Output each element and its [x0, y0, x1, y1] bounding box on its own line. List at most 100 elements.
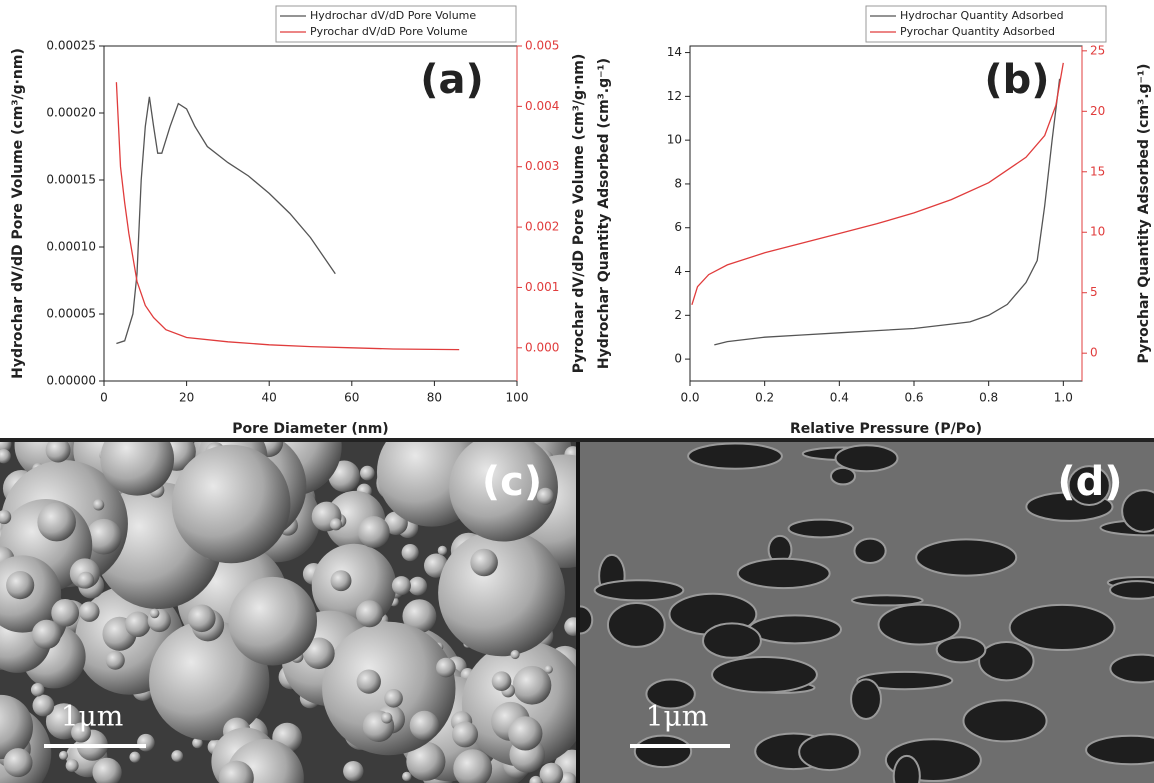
particle [410, 711, 439, 740]
legend-label: Hydrochar dV/dD Pore Volume [310, 9, 476, 22]
particle [402, 544, 419, 561]
particle [37, 503, 76, 542]
divider [0, 438, 1154, 442]
particle [32, 620, 61, 649]
legend-label: Pyrochar Quantity Adsorbed [900, 25, 1055, 38]
x-tick-label: 80 [427, 391, 442, 405]
pore [749, 615, 841, 643]
pore [608, 603, 665, 647]
particle [129, 752, 140, 763]
particle [402, 772, 411, 781]
series-line [116, 97, 335, 344]
particle [125, 612, 150, 637]
particle [59, 751, 68, 760]
particle [360, 466, 375, 481]
pore [894, 756, 920, 783]
scale-bar-label: 1μm [646, 700, 709, 733]
y2-tick-label: 25 [1090, 43, 1105, 57]
x-tick-label: 100 [506, 391, 529, 405]
image-label: (c) [482, 459, 542, 505]
x-tick-label: 60 [344, 391, 359, 405]
x-tick-label: 0 [100, 391, 108, 405]
x-tick-label: 0.2 [755, 391, 774, 405]
panel-label: (b) [984, 57, 1049, 103]
y-tick-label: 0.00025 [46, 39, 96, 53]
particle [77, 572, 94, 589]
legend-label: Hydrochar Quantity Adsorbed [900, 9, 1064, 22]
x-tick-label: 20 [179, 391, 194, 405]
particle [384, 689, 403, 708]
particle [33, 695, 55, 717]
pore [688, 444, 782, 469]
particle [381, 712, 392, 723]
pore [937, 637, 986, 662]
particle [4, 748, 33, 777]
particle [79, 601, 99, 621]
pore [799, 734, 860, 770]
y2-tick-label: 0.003 [525, 159, 559, 173]
y-tick-label: 0.00010 [46, 240, 96, 254]
y2-tick-label: 0.004 [525, 99, 559, 113]
y2-axis-title: Pyrochar dV/dD Pore Volume (cm³/g·nm) [571, 54, 587, 374]
particle [137, 734, 155, 752]
series-line [714, 79, 1059, 345]
series-line [116, 82, 459, 349]
y-tick-label: 0.00015 [46, 173, 96, 187]
y2-tick-label: 20 [1090, 104, 1105, 118]
particle [408, 577, 427, 596]
y-tick-label: 0.00005 [46, 307, 96, 321]
y-tick-label: 10 [667, 133, 682, 147]
pore [1110, 655, 1154, 683]
particle [228, 577, 317, 666]
pore [979, 642, 1033, 680]
particle [492, 671, 512, 691]
particle [6, 571, 34, 599]
pore [851, 679, 881, 719]
y-tick-label: 2 [674, 308, 682, 322]
x-axis-title: Relative Pressure (P/Po) [790, 421, 982, 437]
pore [1086, 736, 1154, 764]
pore [963, 700, 1046, 741]
pore [916, 539, 1016, 575]
pore [789, 520, 854, 538]
pore [595, 580, 684, 600]
y-tick-label: 0 [674, 352, 682, 366]
particle [100, 422, 174, 496]
y2-tick-label: 0.000 [525, 340, 559, 354]
y-tick-label: 12 [667, 89, 682, 103]
y2-tick-label: 15 [1090, 164, 1105, 178]
image-divider [576, 442, 580, 783]
pore [836, 445, 898, 471]
y-axis-title: Hydrochar dV/dD Pore Volume (cm³/g·nm) [10, 48, 26, 379]
particle [172, 445, 291, 564]
x-tick-label: 1.0 [1054, 391, 1073, 405]
particle [508, 716, 542, 750]
particle [188, 604, 216, 632]
particle [171, 750, 183, 762]
y-tick-label: 0.00000 [46, 374, 96, 388]
x-tick-label: 0.4 [830, 391, 849, 405]
particle [436, 658, 456, 678]
particle [93, 499, 104, 510]
y-tick-label: 6 [674, 220, 682, 234]
pore [854, 539, 885, 563]
pore [1110, 581, 1154, 599]
pore [712, 657, 817, 692]
legend-label: Pyrochar dV/dD Pore Volume [310, 25, 468, 38]
y2-tick-label: 10 [1090, 225, 1105, 239]
particle [330, 518, 342, 530]
y2-tick-label: 0 [1090, 346, 1098, 360]
figure: (c) (d) 1μm 1μm 0204060801000.000000.000… [0, 0, 1154, 783]
y-axis-title: Hydrochar Quantity Adsorbed (cm³.g⁻¹) [596, 58, 612, 369]
x-tick-label: 0.8 [979, 391, 998, 405]
particle [438, 529, 565, 656]
y-tick-label: 8 [674, 176, 682, 190]
particle [51, 599, 79, 627]
y-tick-label: 4 [674, 264, 682, 278]
pore [852, 595, 923, 605]
particle [358, 516, 390, 548]
panel-label: (a) [420, 57, 484, 103]
y-tick-label: 14 [667, 45, 682, 59]
particle [31, 683, 44, 696]
pore [703, 623, 761, 657]
